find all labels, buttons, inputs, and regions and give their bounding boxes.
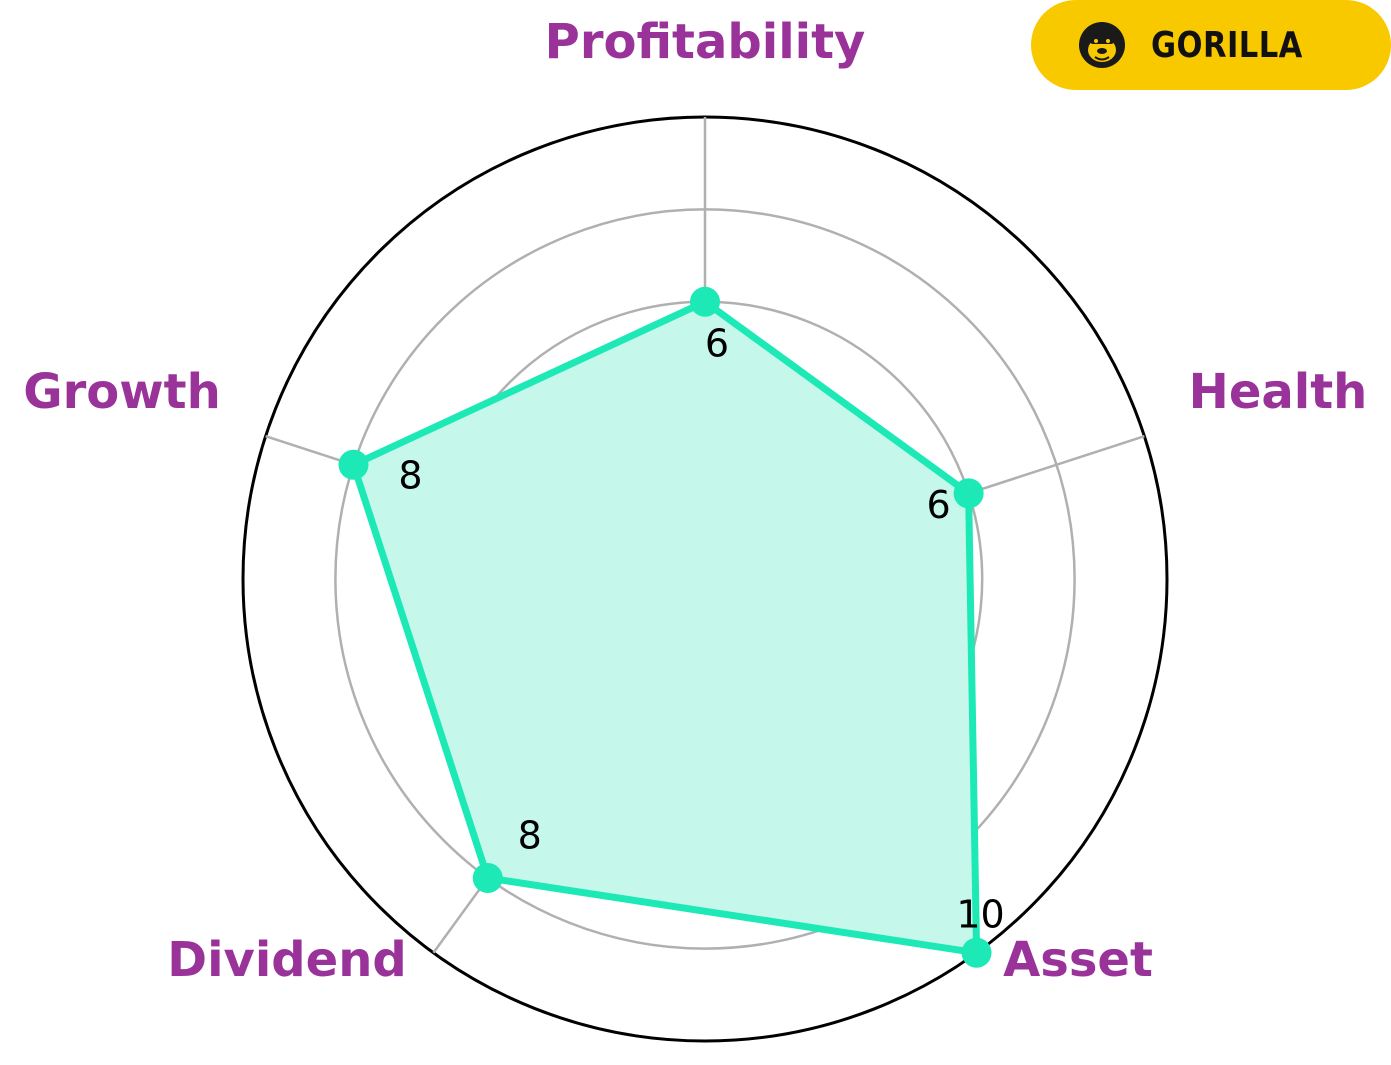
point-profitability bbox=[690, 286, 720, 317]
value-label-profitability: 6 bbox=[705, 321, 729, 365]
point-dividend bbox=[472, 863, 503, 894]
value-label-dividend: 8 bbox=[518, 814, 542, 858]
brand-badge[interactable]: GORILLA bbox=[1031, 0, 1391, 90]
value-labels: 6 6 10 8 8 bbox=[398, 321, 1004, 936]
series-area bbox=[353, 301, 977, 953]
axis-label-health: Health bbox=[1189, 364, 1368, 420]
brand-name: GORILLA bbox=[1151, 24, 1303, 66]
gorilla-face-icon bbox=[1079, 22, 1125, 68]
value-label-health: 6 bbox=[927, 483, 951, 527]
point-growth bbox=[338, 449, 369, 480]
value-label-asset: 10 bbox=[956, 892, 1004, 936]
series-line bbox=[350, 298, 981, 957]
series-layer bbox=[338, 286, 992, 968]
value-label-growth: 8 bbox=[398, 453, 422, 497]
point-health bbox=[953, 478, 984, 509]
axis-labels: Profitability Health Asset Dividend Growth bbox=[23, 14, 1367, 988]
axis-label-asset: Asset bbox=[1003, 932, 1153, 988]
axis-label-profitability: Profitability bbox=[545, 14, 866, 70]
axis-label-growth: Growth bbox=[23, 364, 221, 420]
point-asset bbox=[961, 937, 992, 968]
axis-label-dividend: Dividend bbox=[167, 932, 406, 988]
